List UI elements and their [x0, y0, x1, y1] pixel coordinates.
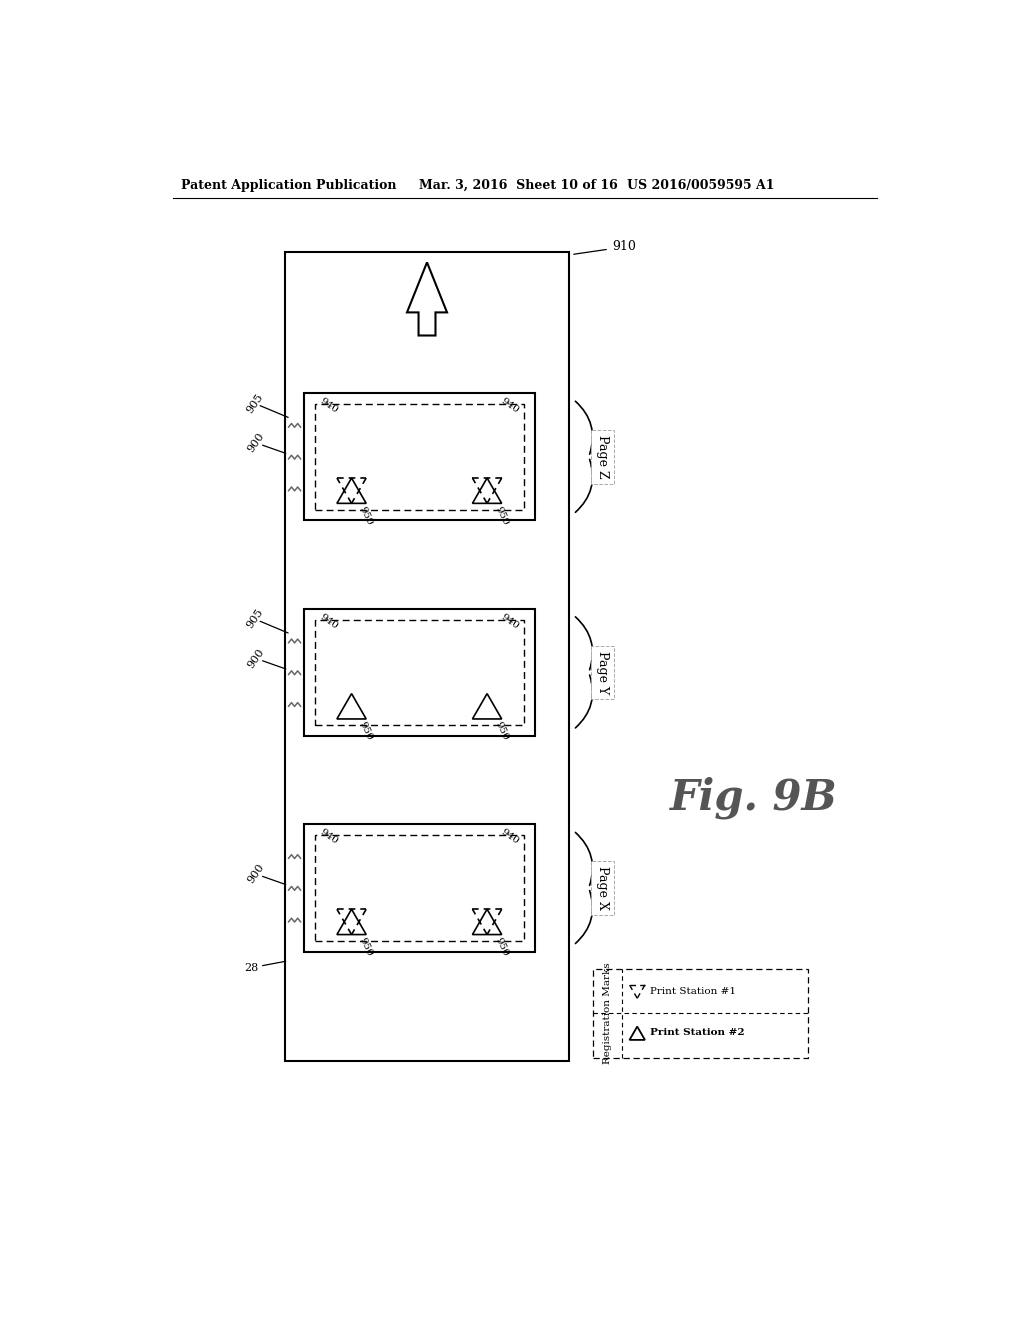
Text: 900: 900 — [246, 432, 266, 454]
Text: Registration Marks: Registration Marks — [603, 962, 611, 1064]
Text: 28: 28 — [245, 964, 259, 973]
Text: Page Y: Page Y — [596, 651, 609, 694]
Text: Page Z: Page Z — [596, 436, 609, 479]
Text: 950: 950 — [357, 936, 374, 958]
Bar — [314, 619, 524, 725]
Text: Print Station #2: Print Station #2 — [650, 1028, 744, 1038]
Bar — [304, 825, 535, 952]
Text: 900: 900 — [246, 647, 266, 671]
Text: Fig. 9B: Fig. 9B — [671, 776, 838, 818]
Text: 905: 905 — [245, 607, 265, 630]
Text: 900: 900 — [246, 862, 266, 886]
Text: 950: 950 — [494, 936, 510, 958]
Bar — [304, 609, 535, 737]
Text: 950: 950 — [494, 506, 510, 527]
Text: Page X: Page X — [596, 866, 609, 909]
Text: Mar. 3, 2016  Sheet 10 of 16: Mar. 3, 2016 Sheet 10 of 16 — [419, 178, 618, 191]
Text: US 2016/0059595 A1: US 2016/0059595 A1 — [628, 178, 775, 191]
Bar — [314, 836, 524, 941]
Text: Patent Application Publication: Patent Application Publication — [180, 178, 396, 191]
Bar — [593, 969, 808, 1057]
Text: 940: 940 — [499, 396, 520, 414]
Text: 940: 940 — [318, 612, 340, 631]
Text: 940: 940 — [318, 828, 340, 846]
Polygon shape — [407, 263, 447, 335]
Text: 950: 950 — [494, 721, 510, 742]
Bar — [285, 252, 569, 1061]
Text: 940: 940 — [499, 828, 520, 846]
Text: 940: 940 — [499, 612, 520, 631]
Text: 940: 940 — [318, 396, 340, 414]
Bar — [304, 393, 535, 520]
Text: 905: 905 — [245, 392, 265, 414]
Text: 950: 950 — [357, 506, 374, 527]
Bar — [314, 404, 524, 510]
Text: 910: 910 — [573, 240, 636, 255]
Text: 950: 950 — [357, 721, 374, 742]
Text: Print Station #1: Print Station #1 — [650, 987, 736, 995]
